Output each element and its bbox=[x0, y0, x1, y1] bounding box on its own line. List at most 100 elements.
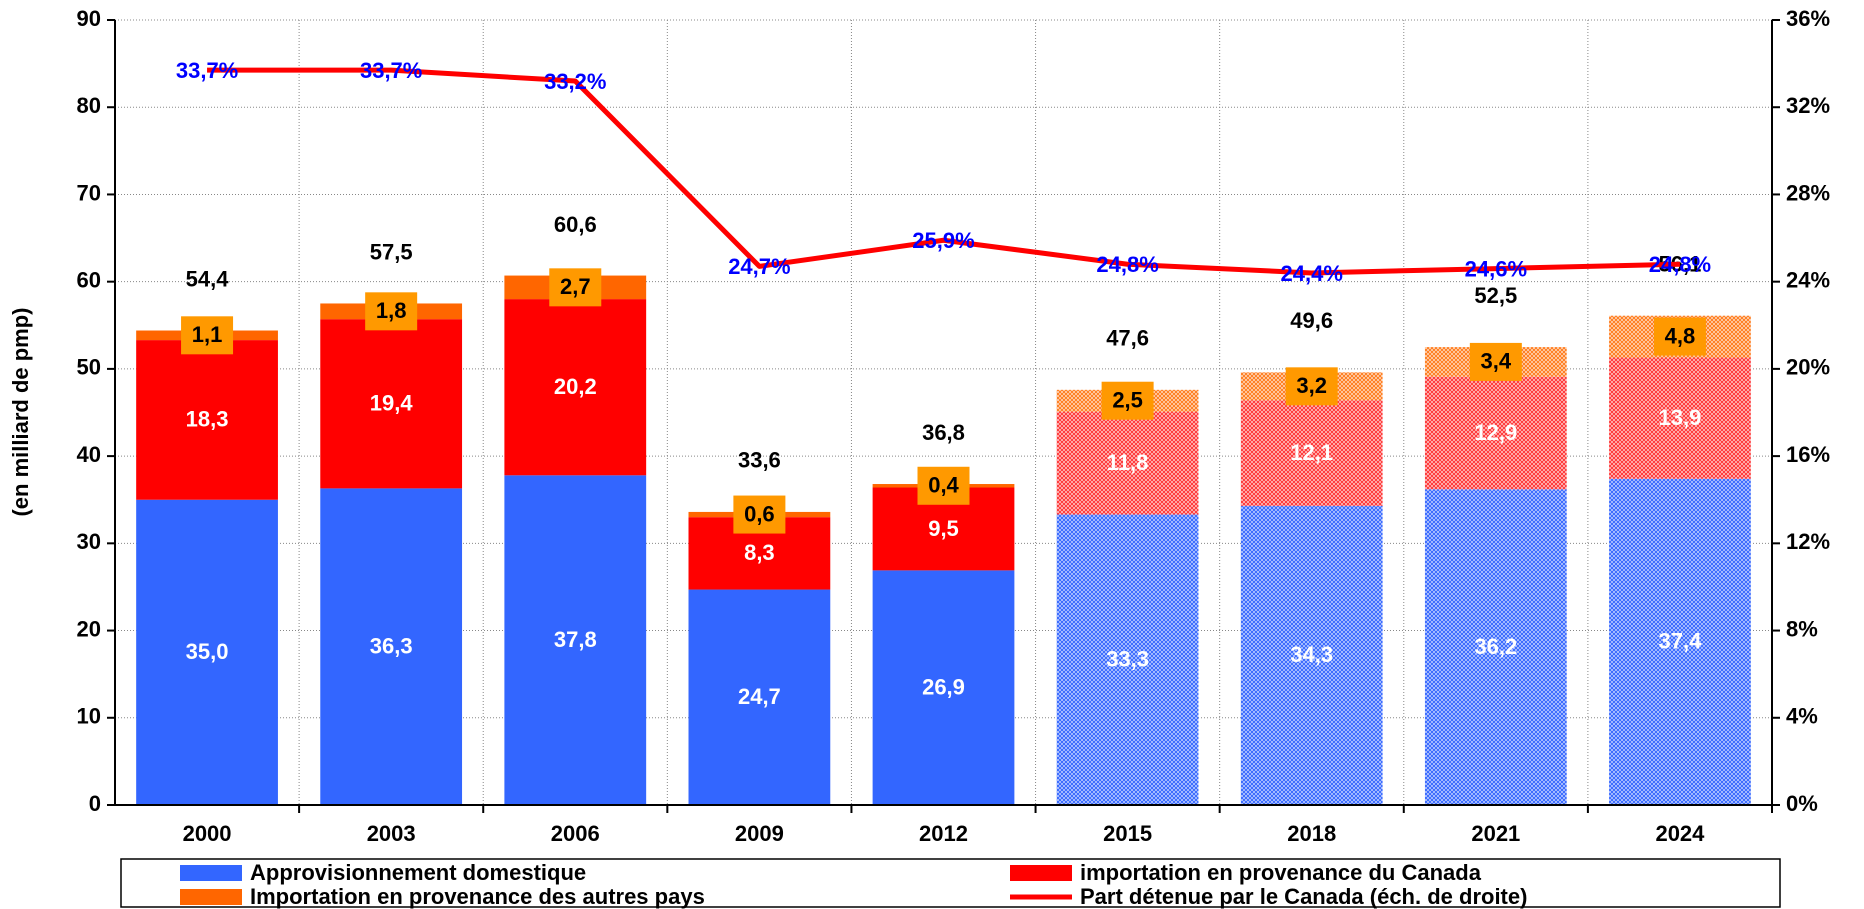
y2-tick-label: 32% bbox=[1786, 93, 1830, 118]
total-label: 47,6 bbox=[1106, 326, 1149, 351]
legend-swatch bbox=[1010, 865, 1072, 881]
value-label: 12,9 bbox=[1474, 420, 1517, 445]
value-label: 0,4 bbox=[928, 473, 959, 498]
legend-label: Approvisionnement domestique bbox=[250, 860, 586, 885]
bar-segment bbox=[1240, 400, 1383, 506]
value-label-box bbox=[1653, 317, 1706, 356]
y2-tick-label: 20% bbox=[1786, 355, 1830, 380]
y2-tick-label: 16% bbox=[1786, 442, 1830, 467]
value-label: 36,2 bbox=[1474, 634, 1517, 659]
value-label-box bbox=[733, 495, 786, 534]
x-tick-label: 2006 bbox=[551, 821, 600, 846]
bar-segment bbox=[1056, 411, 1199, 515]
value-label: 19,4 bbox=[370, 391, 414, 416]
y-axis-label: (en milliard de pmp) bbox=[8, 307, 33, 516]
bar-segment bbox=[1056, 514, 1199, 805]
bar-segment bbox=[320, 488, 463, 805]
value-label: 4,8 bbox=[1665, 323, 1696, 348]
y2-tick-label: 8% bbox=[1786, 616, 1818, 641]
value-label: 36,3 bbox=[370, 634, 413, 659]
bar-segment bbox=[688, 589, 831, 805]
x-tick-label: 2012 bbox=[919, 821, 968, 846]
bar-segment bbox=[1609, 478, 1751, 805]
bar-segment bbox=[136, 499, 278, 805]
value-label-box bbox=[549, 268, 602, 307]
value-label: 35,0 bbox=[186, 639, 229, 664]
line-value-label: 24,7% bbox=[728, 254, 790, 279]
value-label: 3,2 bbox=[1296, 373, 1327, 398]
value-label-box bbox=[365, 292, 418, 331]
y-tick-label: 20 bbox=[77, 616, 101, 641]
legend-box bbox=[120, 858, 1781, 908]
y2-tick-label: 4% bbox=[1786, 704, 1818, 729]
value-label: 34,3 bbox=[1290, 642, 1333, 667]
line-value-label: 24,8% bbox=[1096, 252, 1158, 277]
value-label-box bbox=[917, 466, 970, 505]
value-label: 12,1 bbox=[1290, 440, 1333, 465]
bar-segment bbox=[504, 475, 647, 805]
y-tick-label: 90 bbox=[77, 6, 101, 31]
bar-segment bbox=[1609, 357, 1751, 479]
value-label: 1,8 bbox=[376, 298, 407, 323]
x-tick-label: 2000 bbox=[183, 821, 232, 846]
value-label: 11,8 bbox=[1107, 450, 1149, 475]
x-tick-label: 2021 bbox=[1471, 821, 1520, 846]
y-tick-label: 50 bbox=[77, 355, 101, 380]
y2-tick-label: 0% bbox=[1786, 791, 1818, 816]
line-value-label: 24,4% bbox=[1281, 261, 1343, 286]
value-label-box bbox=[1285, 367, 1338, 406]
y2-tick-label: 12% bbox=[1786, 529, 1830, 554]
value-label: 18,3 bbox=[186, 407, 229, 432]
total-label: 54,4 bbox=[186, 266, 230, 291]
legend-swatch bbox=[180, 889, 242, 905]
value-label-box bbox=[1101, 381, 1154, 420]
value-label: 33,3 bbox=[1106, 647, 1149, 672]
y-tick-label: 40 bbox=[77, 442, 101, 467]
y-tick-label: 80 bbox=[77, 93, 101, 118]
bar-segment bbox=[872, 570, 1015, 805]
y2-tick-label: 36% bbox=[1786, 6, 1830, 31]
value-label: 20,2 bbox=[554, 374, 597, 399]
y-tick-label: 0 bbox=[89, 791, 101, 816]
total-label: 33,6 bbox=[738, 448, 781, 473]
line-value-label: 24,8% bbox=[1649, 252, 1711, 277]
legend-label: importation en provenance du Canada bbox=[1080, 860, 1482, 885]
bar-segment bbox=[1240, 505, 1383, 805]
value-label: 8,3 bbox=[744, 540, 775, 565]
y-tick-label: 60 bbox=[77, 267, 101, 292]
total-label: 52,5 bbox=[1474, 283, 1517, 308]
value-label: 26,9 bbox=[922, 674, 965, 699]
y-tick-label: 30 bbox=[77, 529, 101, 554]
value-label: 2,5 bbox=[1112, 388, 1143, 413]
x-tick-label: 2024 bbox=[1655, 821, 1705, 846]
value-label: 2,7 bbox=[560, 274, 591, 299]
bar-segment bbox=[136, 340, 278, 500]
line-value-label: 33,7% bbox=[360, 58, 422, 83]
legend-swatch bbox=[180, 865, 242, 881]
y-tick-label: 10 bbox=[77, 704, 101, 729]
value-label-box bbox=[1469, 342, 1522, 381]
line-value-label: 25,9% bbox=[912, 228, 974, 253]
bar-segment bbox=[320, 319, 463, 489]
total-label: 49,6 bbox=[1290, 308, 1333, 333]
total-label: 57,5 bbox=[370, 239, 413, 264]
value-label: 37,8 bbox=[554, 627, 597, 652]
total-label: 60,6 bbox=[554, 212, 597, 237]
line-value-label: 24,6% bbox=[1465, 256, 1527, 281]
x-tick-label: 2015 bbox=[1103, 821, 1152, 846]
line-value-label: 33,7% bbox=[176, 58, 238, 83]
value-label: 13,9 bbox=[1659, 405, 1702, 430]
bar-segment bbox=[1424, 376, 1567, 490]
y-tick-label: 70 bbox=[77, 180, 101, 205]
value-label-box bbox=[181, 316, 234, 355]
line-series bbox=[207, 67, 1681, 276]
legend-label: Importation en provenance des autres pay… bbox=[250, 884, 705, 909]
value-label: 0,6 bbox=[744, 501, 775, 526]
y2-tick-label: 24% bbox=[1786, 267, 1830, 292]
total-label: 36,8 bbox=[922, 420, 965, 445]
value-label: 3,4 bbox=[1481, 349, 1512, 374]
y2-tick-label: 28% bbox=[1786, 180, 1830, 205]
value-label: 1,1 bbox=[192, 322, 223, 347]
value-label: 9,5 bbox=[928, 516, 959, 541]
